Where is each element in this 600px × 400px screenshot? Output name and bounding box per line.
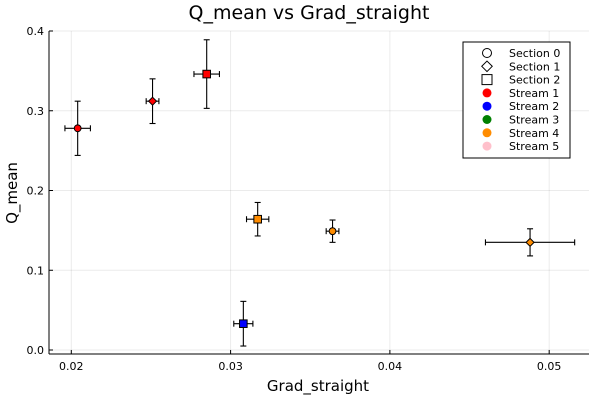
x-tick-label: 0.05: [537, 360, 562, 373]
legend-label: Stream 1: [509, 87, 559, 100]
legend-marker: [482, 101, 492, 111]
legend-entry: Stream 5: [482, 140, 559, 153]
legend-label: Stream 2: [509, 100, 559, 113]
legend-entry: Section 1: [481, 60, 560, 73]
legend-entry: Section 2: [481, 74, 560, 87]
y-tick-labels: 0.0 0.1 0.2 0.3 0.4: [27, 25, 45, 357]
data-points: [64, 39, 576, 347]
point-marker: [328, 227, 337, 236]
legend-marker: [481, 74, 493, 86]
point-marker: [147, 96, 158, 106]
legend-entry: Stream 2: [482, 100, 559, 113]
x-tick-label: 0.04: [378, 360, 403, 373]
y-tick-label: 0.0: [27, 344, 45, 357]
x-axis-label: Grad_straight: [267, 377, 369, 396]
point-marker: [525, 237, 535, 248]
y-tick-label: 0.1: [27, 264, 45, 277]
legend-label: Stream 5: [509, 140, 559, 153]
data-point: [484, 228, 576, 257]
data-point: [64, 100, 91, 156]
legend-marker: [482, 128, 492, 138]
y-tick-label: 0.4: [27, 25, 45, 38]
x-tick-label: 0.03: [218, 360, 243, 373]
y-axis-label: Q_mean: [3, 162, 22, 224]
data-point: [325, 219, 340, 243]
legend-marker: [482, 141, 492, 151]
point-marker: [73, 124, 82, 133]
x-tick-labels: 0.02 0.03 0.04 0.05: [59, 360, 561, 373]
data-point: [245, 201, 270, 237]
chart-title: Q_mean vs Grad_straight: [189, 2, 430, 24]
legend-label: Stream 4: [509, 127, 559, 140]
data-point: [233, 300, 254, 347]
data-point: [193, 39, 220, 109]
legend-entry: Stream 4: [482, 127, 559, 140]
y-tick-label: 0.3: [27, 105, 45, 118]
legend-entry: Stream 1: [482, 87, 559, 100]
legend-marker: [482, 88, 492, 98]
legend-label: Section 2: [509, 74, 560, 87]
point-marker: [253, 214, 262, 224]
legend-marker: [482, 115, 492, 124]
legend-label: Section 0: [509, 47, 560, 60]
grid-lines: [49, 30, 589, 354]
point-marker: [202, 69, 211, 79]
legend-label: Section 1: [509, 60, 560, 73]
x-tick-label: 0.02: [59, 360, 84, 373]
legend-entry: Section 0: [482, 47, 560, 60]
point-marker: [239, 319, 248, 328]
legend-marker: [482, 48, 492, 58]
data-point: [145, 78, 160, 125]
y-tick-label: 0.2: [27, 185, 45, 198]
axes: [48, 30, 589, 355]
legend-entry: Stream 3: [482, 114, 559, 127]
legend-marker: [481, 60, 493, 73]
legend-box: [462, 41, 571, 159]
legend-label: Stream 3: [509, 114, 559, 127]
